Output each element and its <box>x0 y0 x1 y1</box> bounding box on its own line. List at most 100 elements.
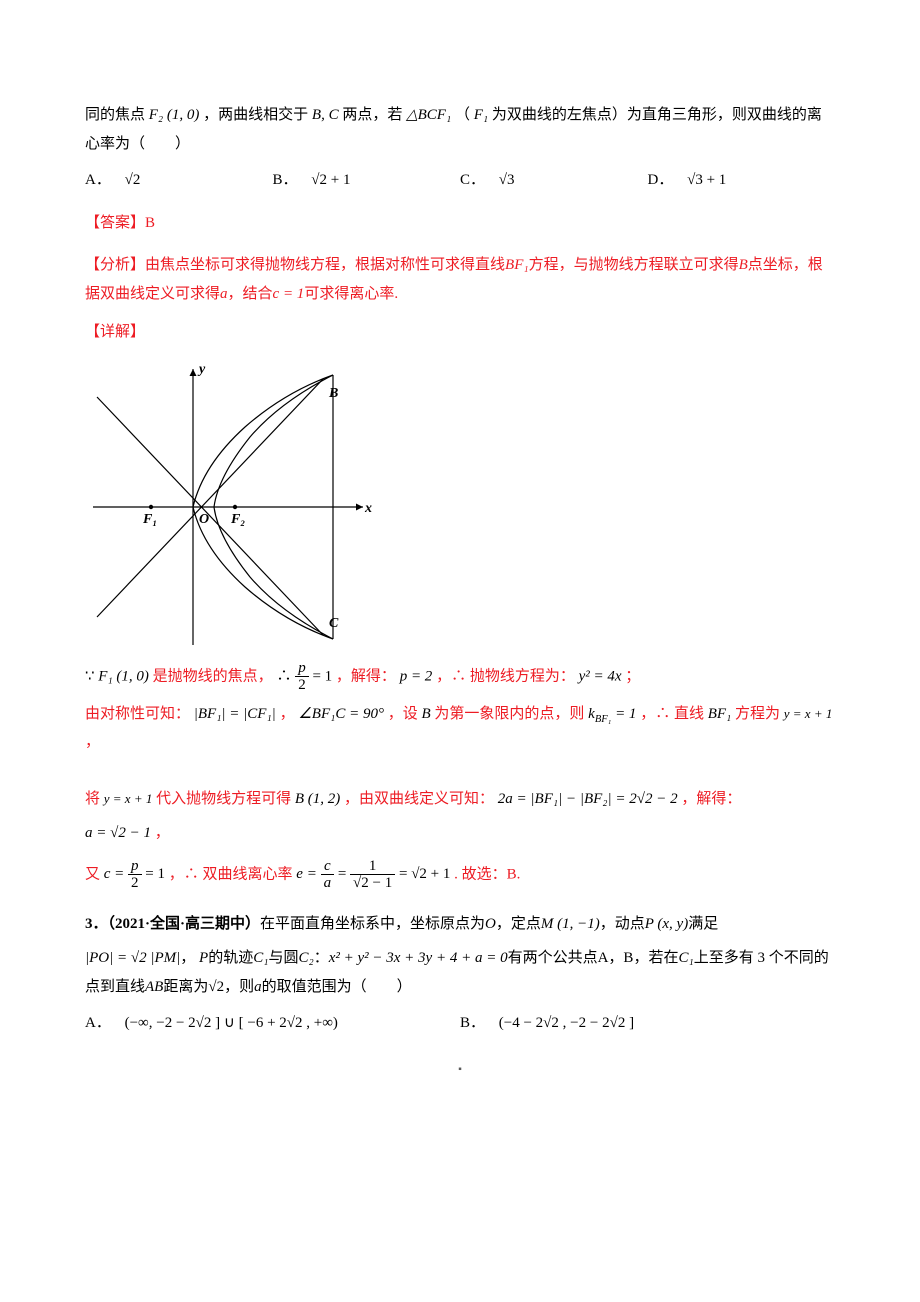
sol-text: ，∴ 双曲线离心率 <box>169 866 293 882</box>
q3-text: 有两个公共点 <box>508 950 598 966</box>
option-b: B． √2 + 1 <box>273 166 461 195</box>
sol-text: ，由双曲线定义可知： <box>344 791 494 807</box>
e-rhs: = √2 + 1 <box>395 866 450 882</box>
svg-text:y: y <box>197 362 206 377</box>
q3-stem: 3．（2021·全国·高三期中）在平面直角坐标系中，坐标原点为O，定点M (1,… <box>85 910 835 939</box>
q3-stem-2: |PO| = √2 |PM|， P的轨迹C₁与圆C₂：x² + y² − 3x … <box>85 944 835 1001</box>
option-text: √3 <box>499 172 515 188</box>
o-sym: O <box>485 916 496 932</box>
q3-text: 满足 <box>688 916 718 932</box>
frac-num: c <box>321 858 335 876</box>
sol-text: ，解得： <box>681 791 741 807</box>
svg-text:B: B <box>328 386 338 401</box>
bc-points: B, C <box>312 107 339 123</box>
option-text: √3 + 1 <box>687 172 726 188</box>
page-marker: ▪ <box>85 1060 835 1079</box>
q2-text: 同的焦点 <box>85 107 145 123</box>
ab-line: AB <box>145 979 163 995</box>
therefore: ∴ <box>276 668 291 684</box>
option-text: (−4 − 2√2 , −2 − 2√2 ] <box>499 1015 634 1031</box>
condition: |PO| = √2 |PM| <box>85 950 180 966</box>
triangle-bcf1: △BCF₁ <box>406 107 451 123</box>
circle-eq: x² + y² − 3x + 3y + 4 + a = 0 <box>329 950 508 966</box>
answer-label: 【答案】 <box>85 215 145 231</box>
sol-line-d: 又 c = p2 = 1 ，∴ 双曲线离心率 e = ca = 1√2 − 1 … <box>85 858 835 892</box>
q3-options: A． (−∞, −2 − 2√2 ] ∪ [ −6 + 2√2 , +∞) B．… <box>85 1009 835 1046</box>
analysis-block: 【分析】由焦点坐标可求得抛物线方程，根据对称性可求得直线BF₁方程，与抛物线方程… <box>85 251 835 308</box>
sol-text: ； <box>625 668 640 684</box>
b-sym: B <box>421 706 430 722</box>
p-over-2: p 2 <box>295 660 309 694</box>
k-val: k <box>588 706 595 722</box>
q3-text: ，若在 <box>633 950 678 966</box>
frac-den: 2 <box>295 677 309 694</box>
frac-den: 2 <box>128 875 142 892</box>
k-sub: BF₁ <box>595 714 611 725</box>
frac-den: a <box>321 875 335 892</box>
because: ∵ <box>85 668 95 684</box>
sol-text: ， <box>155 825 170 841</box>
sol-text: 方程为 <box>735 706 780 722</box>
two-a-eq: 2a = |BF₁| − |BF₂| = 2√2 − 2 <box>498 791 678 807</box>
ab-points: A，B <box>598 950 634 966</box>
sol-text: 由对称性可知： <box>85 706 190 722</box>
b-point: B <box>739 257 748 273</box>
frac-num: p <box>295 660 309 678</box>
answer-value: B <box>145 215 155 231</box>
option-c: C． √3 <box>460 166 648 195</box>
sol-text: ， <box>85 734 100 750</box>
q3-text: ，动点 <box>600 916 645 932</box>
focus-f2: F₂ (1, 0) <box>149 107 200 123</box>
e-lhs: e = <box>296 866 320 882</box>
sol-line-c: 将 y = x + 1 代入抛物线方程可得 B (1, 2) ，由双曲线定义可知… <box>85 785 835 814</box>
c1-sym: C₁ <box>678 950 693 966</box>
c1-sym: C₁ <box>253 950 268 966</box>
option-label: C． <box>460 166 485 195</box>
analysis-text: ，结合 <box>228 286 273 302</box>
option-label: B． <box>460 1009 485 1038</box>
frac-den: √2 − 1 <box>350 875 395 892</box>
b-coord: B (1, 2) <box>295 791 340 807</box>
a-value: a = √2 − 1 <box>85 825 151 841</box>
sol-text: . 故选：B. <box>454 866 520 882</box>
sol-line-c2: a = √2 − 1 ， <box>85 819 835 848</box>
option-text: (−∞, −2 − 2√2 ] ∪ [ −6 + 2√2 , +∞) <box>125 1015 338 1031</box>
c-eq-rhs: = 1 <box>142 866 165 882</box>
option-d: D． √3 + 1 <box>648 166 836 195</box>
analysis-label: 【分析】 <box>85 257 145 273</box>
c-eq-1: c = 1 <box>273 286 305 302</box>
sol-text: ，∴ 抛物线方程为： <box>436 668 575 684</box>
option-label: B． <box>273 166 298 195</box>
sol-text: 代入抛物线方程可得 <box>156 791 291 807</box>
p-point: P (x, y) <box>645 916 688 932</box>
p-eq-2: p = 2 <box>400 668 433 684</box>
sol-text: ，∴ 直线 <box>640 706 704 722</box>
svg-text:O: O <box>199 512 209 527</box>
option-label: A． <box>85 1009 111 1038</box>
c-eq: c = p2 = 1 <box>104 866 169 882</box>
q3-text: ： <box>314 950 329 966</box>
eq-1: = 1 <box>309 668 332 684</box>
sqrt2: √2 <box>208 979 224 995</box>
svg-text:F₁: F₁ <box>142 512 157 527</box>
analysis-text: 方程，与抛物线方程联立可求得 <box>529 257 739 273</box>
line-eq: y = x + 1 <box>784 706 833 721</box>
q3-text: 在平面直角坐标系中，坐标原点为 <box>260 916 485 932</box>
f1-sym: F₁ <box>474 107 488 123</box>
sol-text: ， <box>280 706 295 722</box>
sol-text: 又 <box>85 866 100 882</box>
sol-text: ，设 <box>388 706 418 722</box>
option-text: √2 + 1 <box>311 172 350 188</box>
sol-line-a: ∵ F₁ (1, 0) 是抛物线的焦点， ∴ p 2 = 1 ，解得： p = … <box>85 660 835 694</box>
analysis-text: 由焦点坐标可求得抛物线方程，根据对称性可求得直线 <box>145 257 505 273</box>
f1-point: F₁ (1, 0) <box>98 668 149 684</box>
q2-text: ，两曲线相交于 <box>203 107 308 123</box>
svg-text:x: x <box>364 501 372 516</box>
q3-text: ， <box>180 950 195 966</box>
q3-text: 的轨迹 <box>208 950 253 966</box>
eq: = <box>334 866 350 882</box>
line-eq: y = x + 1 <box>104 791 153 806</box>
sol-text: 是抛物线的焦点， <box>153 668 273 684</box>
q2-text: （ <box>455 107 470 123</box>
sol-line-b: 由对称性可知： |BF₁| = |CF₁| ， ∠BF₁C = 90° ，设 B… <box>85 700 835 757</box>
